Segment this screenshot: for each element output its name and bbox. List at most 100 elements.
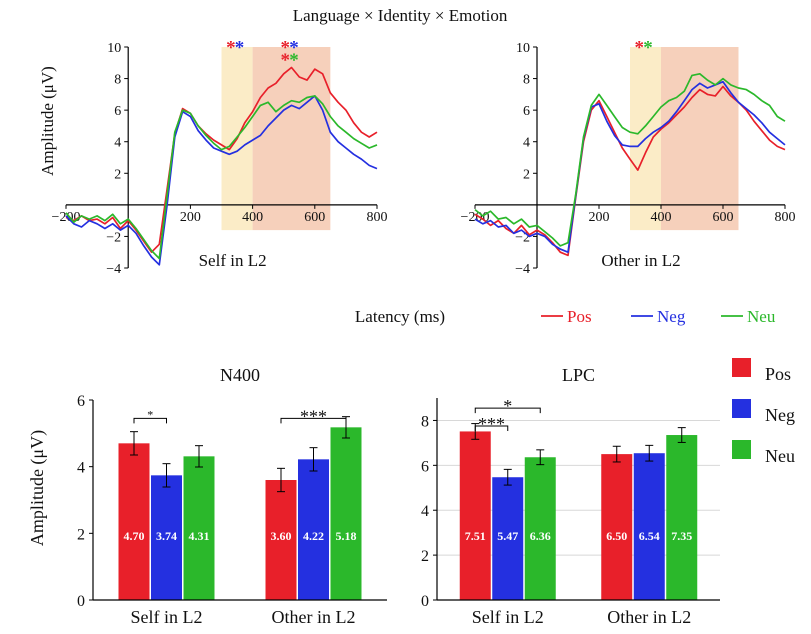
legend-label-pos: Pos	[765, 364, 791, 384]
y-tick-label: 8	[421, 413, 429, 430]
time-window-lpc	[252, 47, 331, 231]
bar-value-label: 4.22	[303, 529, 324, 543]
bar-value-label: 3.74	[156, 529, 177, 543]
significance-star: *	[281, 50, 291, 71]
y-tick-label: 10	[516, 41, 530, 56]
bar-neg	[492, 477, 524, 600]
series-line-neg	[474, 80, 786, 254]
erp-x-axis-label: Latency (ms)	[355, 307, 445, 326]
chart-title: N400	[220, 365, 260, 385]
x-tick-label: 200	[589, 210, 610, 225]
bar-neu	[183, 456, 215, 600]
y-tick-label: 10	[107, 41, 121, 56]
y-tick-label: 4	[77, 460, 85, 477]
x-category-label: Other in L2	[272, 607, 356, 627]
erp-y-axis-label: Amplitude (μV)	[38, 66, 57, 176]
bar-legend: Pos Neg Neu	[732, 358, 795, 466]
bar-pos	[459, 431, 491, 600]
significance-star: *	[147, 407, 153, 421]
y-tick-label: −4	[106, 262, 121, 277]
significance-star: *	[226, 37, 236, 58]
bar-pos	[265, 480, 297, 600]
erp-legend: Pos Neg Neu	[541, 307, 776, 326]
bar-neg	[633, 453, 665, 600]
bar-value-label: 7.35	[671, 529, 692, 543]
x-category-label: Self in L2	[131, 607, 203, 627]
y-tick-label: 4	[421, 503, 429, 520]
chart-title: LPC	[562, 365, 595, 385]
x-tick-label: 600	[304, 210, 325, 225]
bar-y-axis-label: Amplitude (μV)	[27, 430, 48, 546]
significance-star: *	[289, 50, 299, 71]
series-line-neg	[65, 95, 378, 266]
significance-star: *	[503, 396, 512, 416]
chart-title: Other in L2	[601, 251, 680, 270]
bar-neg	[298, 459, 329, 600]
figure-title: Language × Identity × Emotion	[293, 6, 508, 25]
y-tick-label: 0	[421, 593, 429, 610]
significance-star: *	[289, 37, 299, 58]
significance-bracket	[133, 417, 167, 424]
x-tick-label: 400	[242, 210, 263, 225]
bar-value-label: 6.36	[530, 529, 551, 543]
legend-label-neg: Neg	[657, 307, 686, 326]
bar-neu	[666, 435, 698, 600]
legend-swatch-neu	[732, 440, 751, 459]
bar-pos	[601, 454, 633, 600]
x-tick-label: 200	[180, 210, 201, 225]
x-tick-label: −200	[461, 210, 490, 225]
significance-bracket	[280, 417, 347, 424]
significance-star: *	[235, 37, 245, 58]
y-tick-label: 8	[523, 73, 530, 88]
time-window-lpc	[661, 47, 739, 231]
x-tick-label: 600	[713, 210, 734, 225]
y-tick-label: 6	[421, 458, 429, 475]
x-tick-label: −200	[52, 210, 81, 225]
y-tick-label: 6	[523, 104, 530, 119]
x-category-label: Other in L2	[607, 607, 691, 627]
bar-value-label: 6.50	[606, 529, 627, 543]
series-line-neu	[474, 72, 786, 247]
y-tick-label: 2	[523, 167, 530, 182]
bar-neu	[330, 427, 362, 600]
significance-star: ***	[300, 406, 327, 426]
significance-bracket	[474, 425, 509, 432]
y-tick-label: −4	[515, 262, 530, 277]
y-tick-label: 0	[77, 593, 85, 610]
y-tick-label: 4	[114, 136, 121, 151]
bar-value-label: 5.18	[336, 529, 357, 543]
y-tick-label: −2	[106, 230, 121, 245]
x-tick-label: 400	[651, 210, 672, 225]
legend-swatch-neg	[732, 399, 751, 418]
legend-label-pos: Pos	[567, 307, 592, 326]
legend-label-neg: Neg	[765, 405, 795, 425]
bar-value-label: 3.60	[271, 529, 292, 543]
y-tick-label: 2	[114, 167, 121, 182]
y-tick-label: 6	[114, 104, 121, 119]
y-tick-label: 2	[77, 526, 85, 543]
bar-value-label: 7.51	[465, 529, 486, 543]
significance-star: *	[635, 37, 645, 58]
y-tick-label: 6	[77, 393, 85, 410]
lpc-bar-chart: 7.51 6.50 5.47 6.54 6.36 7.35 **** 0 2 4 6 8 Self in…	[421, 365, 720, 627]
y-tick-label: 8	[114, 73, 121, 88]
significance-star: *	[643, 37, 653, 58]
y-tick-label: 4	[523, 136, 530, 151]
bar-neu	[524, 457, 556, 600]
x-tick-label: 800	[367, 210, 388, 225]
x-category-label: Self in L2	[472, 607, 544, 627]
series-line-pos	[65, 66, 378, 254]
bar-value-label: 4.70	[124, 529, 145, 543]
significance-bracket	[474, 407, 541, 414]
bar-value-label: 4.31	[189, 529, 210, 543]
chart-title: Self in L2	[199, 251, 267, 270]
legend-swatch-pos	[732, 358, 751, 377]
legend-label-neu: Neu	[765, 446, 795, 466]
series-line-neu	[65, 95, 378, 260]
bar-neg	[151, 475, 182, 600]
bar-value-label: 6.54	[639, 529, 660, 543]
